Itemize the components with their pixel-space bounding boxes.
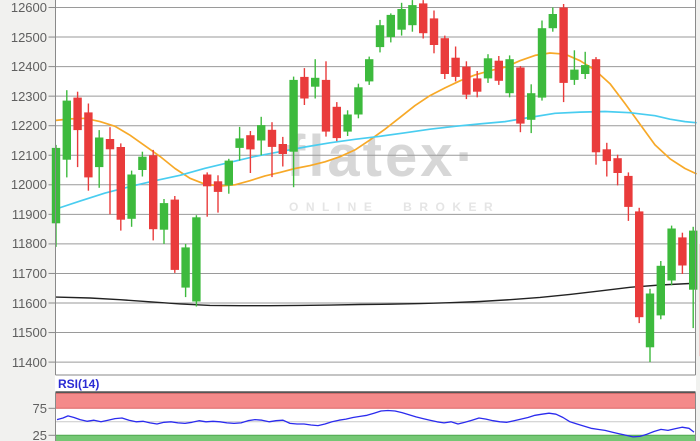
candle-body [354,87,363,115]
candle-body [116,147,125,220]
candle-body [624,175,633,207]
candle-body [311,77,320,87]
candle-body [62,100,71,160]
candle-body [645,293,655,348]
candle-body [224,160,233,186]
price-axis-label: 11400 [11,354,47,370]
candle-body [397,9,406,30]
candle-body [451,57,460,77]
candle-body [159,203,169,230]
candle-body [343,114,352,132]
rsi-axis-label: 75 [32,400,47,416]
price-axis-label: 12100 [10,147,47,163]
price-axis-label: 12200 [10,118,47,134]
candle-body [235,138,244,148]
price-axis-label: 11900 [11,206,47,222]
candle-body [483,58,493,79]
candle-body [440,38,449,74]
candle-body [419,3,428,34]
rsi-oversold-band [56,435,695,441]
price-axis-label: 11500 [11,325,47,341]
main-panel-borders [55,0,696,376]
candle-body [591,59,601,153]
price-axis-label: 12000 [10,177,47,193]
candle-body [105,139,115,150]
candle-body [138,156,147,170]
candle-body [505,59,514,94]
price-axis-label: 12400 [10,59,47,75]
price-axis-label: 11800 [11,236,47,252]
candle-body [192,217,201,302]
candle-body [429,18,439,45]
ma-mid-cyan-line [55,110,697,210]
candle-body [635,211,644,318]
candle-body [613,158,622,173]
candle-body [537,28,547,98]
candle-body [181,247,190,288]
candle-body [408,5,417,26]
candle-body [95,137,104,168]
ma-slow-black-line [55,282,697,307]
price-axis-label: 12300 [10,88,47,104]
candle-body [516,67,525,124]
candle-body [548,14,557,29]
price-chart-panel [55,0,696,375]
candle-body [300,76,309,99]
price-axis-label: 12600 [10,0,47,15]
candle-body [689,230,698,290]
candle-body [289,79,298,152]
candle-body [149,155,158,230]
candle-body [213,181,223,192]
candle-body [321,79,331,132]
candles-layer [51,0,700,363]
price-axis-label: 11700 [11,265,47,281]
candle-body [559,7,568,83]
candle-body [257,125,266,141]
candle-body [386,14,395,38]
candle-body [581,65,590,74]
candle-body [203,174,212,187]
candle-body [375,25,385,48]
candle-body [667,228,676,281]
candle-body [278,144,287,154]
rsi-axis-label: 25 [32,427,47,441]
rsi-overbought-band [56,393,695,409]
rsi-panel-borders [48,391,696,441]
candle-body [170,199,179,270]
candle-body [127,174,136,219]
candle-body [84,112,93,178]
grid-layer [48,7,696,363]
candle-body [570,69,579,80]
rsi-line [56,409,695,438]
rsi-indicator-label: RSI(14) [58,377,100,391]
candle-body [73,97,82,131]
candle-body [365,59,374,82]
candle-body [494,60,503,81]
candle-body [602,149,611,162]
candle-body [678,237,687,266]
candle-body [473,78,482,92]
candle-body [332,106,341,139]
price-axis-label: 12500 [10,29,47,45]
rsi-bands-layer [55,392,696,441]
price-axis-label: 11600 [11,295,47,311]
candle-body [462,66,471,95]
candle-body [246,135,255,150]
candle-body [267,129,277,147]
candle-body [656,265,665,316]
candle-body [527,93,536,120]
